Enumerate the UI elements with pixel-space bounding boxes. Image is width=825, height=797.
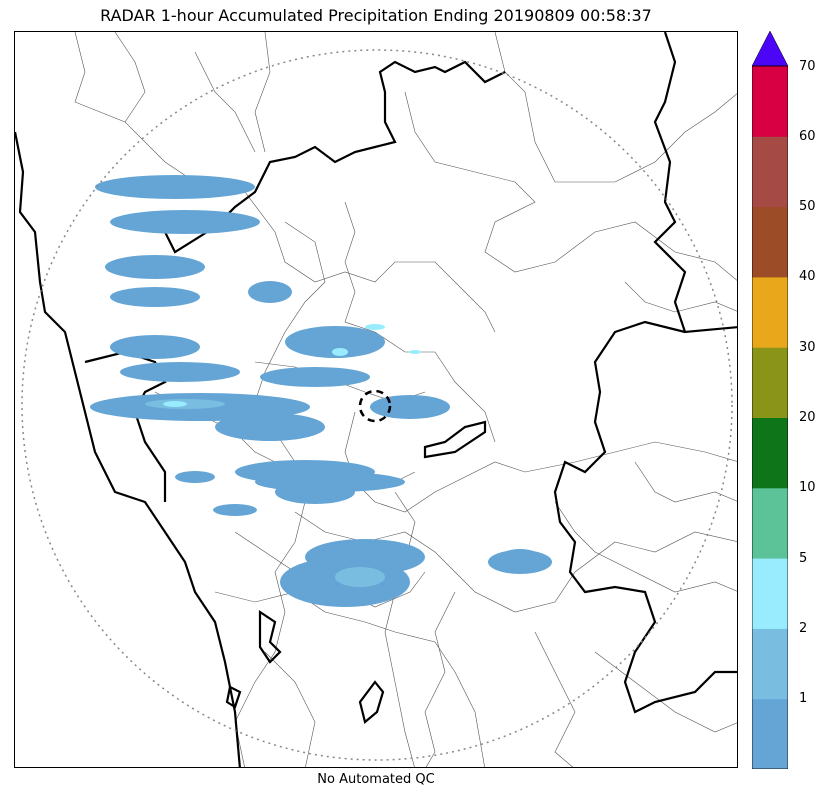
precipitation-echoes: [90, 175, 552, 607]
colorbar-tick-label: 5: [799, 550, 808, 566]
colorbar-frame: [752, 65, 788, 769]
range-ring: [21, 49, 733, 761]
map-svg: [15, 32, 737, 767]
precipitation-heavy: [163, 324, 421, 407]
colorbar-segment: [752, 276, 788, 348]
colorbar-segment: [752, 628, 788, 700]
colorbar-tick-label: 10: [799, 480, 816, 496]
colorbar-tick-label: 60: [799, 128, 816, 144]
colorbar-segment: [752, 206, 788, 278]
colorbar: [752, 31, 788, 769]
radar-map[interactable]: [14, 31, 738, 768]
colorbar-tick-label: 30: [799, 339, 816, 355]
colorbar-tick-label: 50: [799, 199, 816, 215]
colorbar-extend-arrow: [752, 31, 788, 67]
colorbar-segment: [752, 487, 788, 559]
colorbar-segment: [752, 347, 788, 418]
colorbar-tick-label: 1: [799, 691, 808, 707]
colorbar-segment: [752, 66, 788, 137]
colorbar-tick-label: 20: [799, 410, 816, 425]
qc-note: No Automated QC: [317, 772, 435, 787]
chart-title: RADAR 1-hour Accumulated Precipitation E…: [100, 6, 652, 25]
colorbar-tick-label: 40: [799, 269, 816, 285]
radar-site-marker: [358, 389, 392, 423]
state-boundaries: [15, 32, 737, 767]
colorbar-tick-label: 70: [799, 58, 816, 74]
colorbar-segment: [752, 136, 788, 208]
colorbar-tick-label: 2: [799, 620, 808, 636]
colorbar-segment: [752, 417, 788, 489]
colorbar-segment: [752, 558, 788, 629]
colorbar-segment: [752, 698, 788, 769]
colorbar-segments: [752, 66, 788, 769]
